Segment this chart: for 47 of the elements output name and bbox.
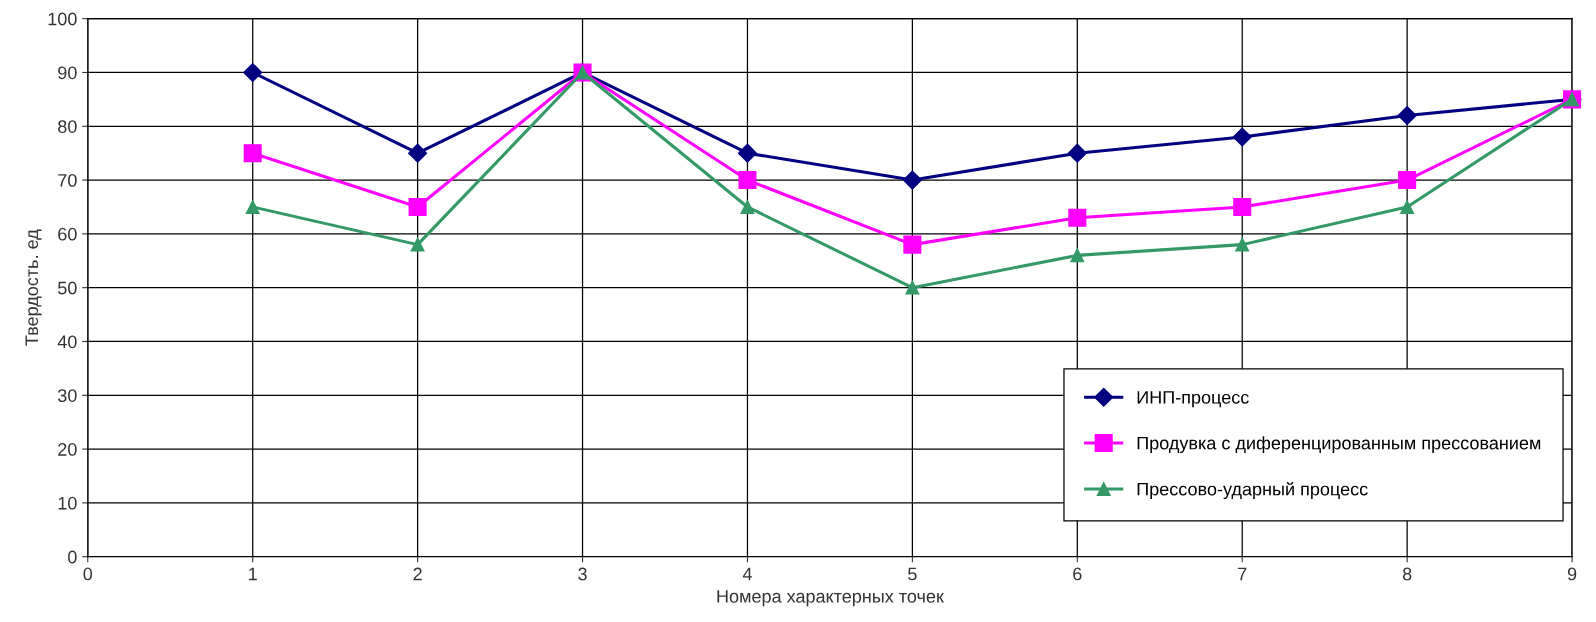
point	[1397, 105, 1417, 126]
y-tick-label: 60	[58, 227, 77, 241]
y-tick-label: 20	[58, 443, 77, 456]
x-tick-label: 5	[908, 567, 917, 581]
point	[740, 200, 755, 214]
y-axis-title: Твердость. ед	[25, 229, 42, 346]
point	[243, 62, 263, 82]
point	[245, 200, 260, 214]
point	[243, 144, 262, 163]
x-tick-label: 0	[83, 567, 93, 581]
point	[737, 143, 757, 163]
x-tick-label: 1	[249, 567, 257, 581]
point	[902, 170, 922, 190]
x-tick-label: 6	[1073, 567, 1082, 581]
point	[1067, 143, 1087, 163]
y-tick-label: 70	[58, 174, 77, 187]
legend-label: ИНП-процесс	[1137, 391, 1249, 408]
point	[903, 235, 922, 254]
x-tick-label: 7	[1238, 567, 1247, 581]
y-tick-label: 40	[57, 335, 77, 349]
legend-label: Прессово-ударный процесс	[1137, 481, 1368, 500]
legend-label: Продувка с диференцированным прессованием	[1137, 436, 1541, 454]
point	[738, 171, 757, 190]
point	[408, 197, 427, 216]
x-tick-label: 2	[413, 567, 422, 581]
x-tick-label: 3	[578, 567, 587, 581]
y-tick-label: 80	[58, 120, 77, 133]
x-tick-label: 4	[742, 567, 752, 581]
y-tick-label: 50	[58, 281, 77, 295]
point	[1070, 248, 1085, 263]
x-tick-label: 8	[1402, 567, 1412, 581]
point	[1235, 237, 1250, 252]
x-axis-title: Номера характерных точек	[717, 590, 944, 607]
point	[1400, 200, 1415, 214]
y-tick-label: 10	[58, 496, 77, 510]
point	[1068, 208, 1087, 227]
point	[408, 143, 428, 163]
y-tick-label: 30	[57, 389, 77, 402]
y-tick-label: 100	[48, 12, 77, 26]
point	[1398, 171, 1417, 190]
y-tick-label: 0	[68, 550, 77, 564]
x-tick-label: 9	[1567, 567, 1577, 581]
point	[410, 237, 425, 252]
point	[905, 280, 920, 295]
point	[1232, 127, 1252, 147]
y-tick-label: 90	[58, 66, 77, 80]
point	[1233, 197, 1252, 216]
